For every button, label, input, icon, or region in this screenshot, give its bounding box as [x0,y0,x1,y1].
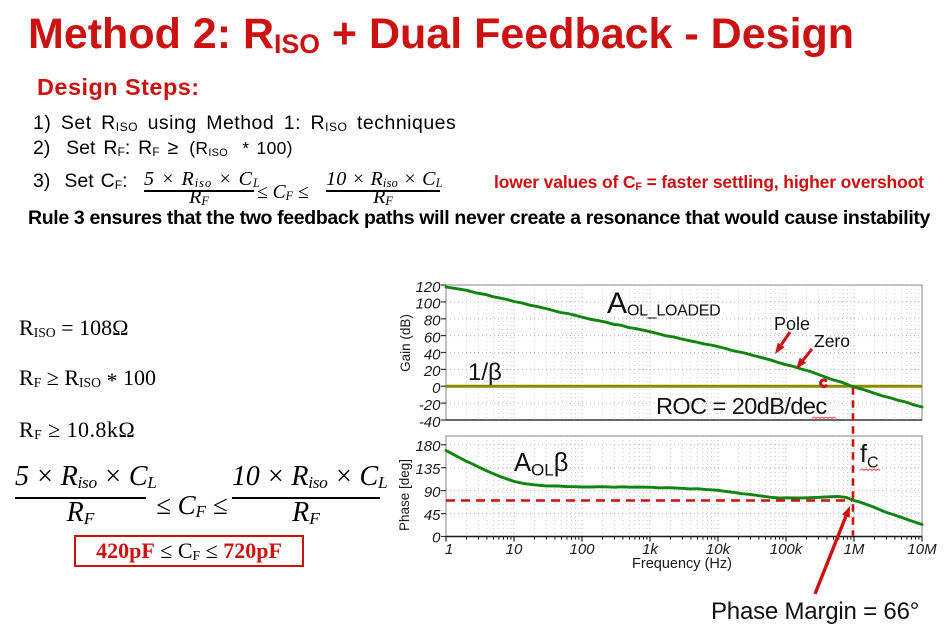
svg-text:1k: 1k [642,541,659,558]
svg-text:-20: -20 [419,397,441,414]
svg-text:1/β: 1/β [468,359,502,386]
svg-text:Pole: Pole [774,314,810,334]
svg-text:0: 0 [432,380,441,397]
svg-text:60: 60 [424,329,441,346]
svg-text:AOL_LOADED: AOL_LOADED [607,287,720,320]
svg-text:Frequency (Hz): Frequency (Hz) [632,556,732,572]
svg-text:Zero: Zero [814,331,850,351]
svg-text:100k: 100k [770,541,804,558]
svg-text:90: 90 [424,484,441,501]
svg-text:1M: 1M [844,541,865,558]
svg-text:100: 100 [415,296,441,313]
svg-text:20: 20 [423,363,441,380]
svg-text:10: 10 [506,541,523,558]
svg-text:100: 100 [569,541,595,558]
svg-text:120: 120 [415,279,441,296]
svg-text:0: 0 [432,530,441,547]
svg-text:Phase [deg]: Phase [deg] [397,459,412,531]
svg-text:ROC = 20dB/dec: ROC = 20dB/dec [656,393,827,419]
svg-text:45: 45 [424,507,441,524]
svg-text:40: 40 [424,346,441,363]
svg-text:180: 180 [415,438,441,455]
svg-text:10M: 10M [907,541,937,558]
svg-text:10k: 10k [706,541,732,558]
svg-text:-40: -40 [419,414,441,431]
svg-text:Gain (dB): Gain (dB) [398,314,413,372]
svg-text:Phase Margin = 66°: Phase Margin = 66° [711,598,919,625]
svg-text:135: 135 [415,461,441,478]
svg-text:1: 1 [445,541,453,558]
svg-text:80: 80 [424,313,441,330]
